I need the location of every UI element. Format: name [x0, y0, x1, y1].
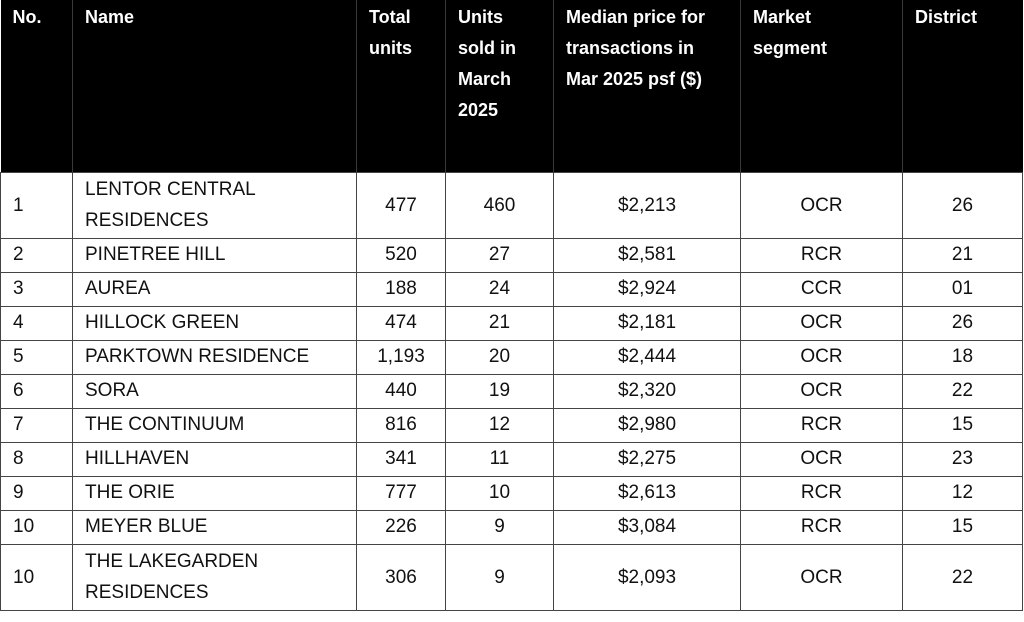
cell-segment: OCR [740, 171, 903, 239]
table-row: 4 HILLOCK GREEN 474 21 $2,181 OCR 26 [0, 305, 1023, 341]
header-name: Name [72, 0, 357, 172]
table-row: 10 THE LAKEGARDEN RESIDENCES 306 9 $2,09… [0, 543, 1023, 611]
cell-no: 4 [0, 305, 73, 341]
cell-district: 15 [902, 407, 1023, 443]
cell-segment: CCR [740, 271, 903, 307]
cell-segment: OCR [740, 339, 903, 375]
cell-median-price: $2,320 [553, 373, 741, 409]
cell-total-units: 341 [356, 441, 446, 477]
cell-district: 01 [902, 271, 1023, 307]
header-no: No. [0, 0, 73, 172]
cell-no: 8 [0, 441, 73, 477]
cell-median-price: $2,924 [553, 271, 741, 307]
table-row: 2 PINETREE HILL 520 27 $2,581 RCR 21 [0, 237, 1023, 273]
cell-district: 15 [902, 509, 1023, 545]
cell-units-sold: 460 [445, 171, 554, 239]
header-district: District [902, 0, 1023, 172]
cell-no: 10 [0, 509, 73, 545]
cell-name: THE LAKEGARDEN RESIDENCES [72, 543, 357, 611]
cell-units-sold: 9 [445, 543, 554, 611]
header-market-segment: Market segment [740, 0, 903, 172]
cell-name: HILLHAVEN [72, 441, 357, 477]
table-row: 6 SORA 440 19 $2,320 OCR 22 [0, 373, 1023, 409]
cell-total-units: 474 [356, 305, 446, 341]
cell-total-units: 226 [356, 509, 446, 545]
cell-total-units: 1,193 [356, 339, 446, 375]
cell-units-sold: 20 [445, 339, 554, 375]
cell-median-price: $3,084 [553, 509, 741, 545]
cell-district: 23 [902, 441, 1023, 477]
cell-no: 10 [0, 543, 73, 611]
cell-segment: OCR [740, 373, 903, 409]
cell-name: THE CONTINUUM [72, 407, 357, 443]
cell-median-price: $2,275 [553, 441, 741, 477]
cell-district: 26 [902, 305, 1023, 341]
cell-no: 2 [0, 237, 73, 273]
cell-median-price: $2,213 [553, 171, 741, 239]
table-row: 9 THE ORIE 777 10 $2,613 RCR 12 [0, 475, 1023, 511]
cell-name: PINETREE HILL [72, 237, 357, 273]
cell-no: 3 [0, 271, 73, 307]
cell-district: 12 [902, 475, 1023, 511]
cell-name: PARKTOWN RESIDENCE [72, 339, 357, 375]
cell-no: 1 [0, 171, 73, 239]
cell-total-units: 306 [356, 543, 446, 611]
cell-units-sold: 24 [445, 271, 554, 307]
table-row: 5 PARKTOWN RESIDENCE 1,193 20 $2,444 OCR… [0, 339, 1023, 375]
table-row: 8 HILLHAVEN 341 11 $2,275 OCR 23 [0, 441, 1023, 477]
cell-total-units: 477 [356, 171, 446, 239]
cell-units-sold: 9 [445, 509, 554, 545]
cell-district: 22 [902, 543, 1023, 611]
cell-segment: OCR [740, 543, 903, 611]
table-row: 7 THE CONTINUUM 816 12 $2,980 RCR 15 [0, 407, 1023, 443]
cell-median-price: $2,181 [553, 305, 741, 341]
cell-units-sold: 21 [445, 305, 554, 341]
cell-district: 21 [902, 237, 1023, 273]
cell-median-price: $2,093 [553, 543, 741, 611]
cell-name: AUREA [72, 271, 357, 307]
cell-segment: OCR [740, 441, 903, 477]
header-units-sold: Units sold in March 2025 [445, 0, 554, 172]
cell-no: 9 [0, 475, 73, 511]
cell-name: LENTOR CENTRAL RESIDENCES [72, 171, 357, 239]
table-header: No. Name Total units Units sold in March… [0, 0, 1023, 172]
cell-units-sold: 27 [445, 237, 554, 273]
cell-district: 26 [902, 171, 1023, 239]
cell-total-units: 188 [356, 271, 446, 307]
cell-units-sold: 19 [445, 373, 554, 409]
cell-units-sold: 11 [445, 441, 554, 477]
cell-name: SORA [72, 373, 357, 409]
cell-segment: RCR [740, 237, 903, 273]
cell-no: 6 [0, 373, 73, 409]
cell-median-price: $2,980 [553, 407, 741, 443]
cell-name: THE ORIE [72, 475, 357, 511]
cell-total-units: 440 [356, 373, 446, 409]
cell-units-sold: 12 [445, 407, 554, 443]
cell-segment: RCR [740, 407, 903, 443]
table-row: 10 MEYER BLUE 226 9 $3,084 RCR 15 [0, 509, 1023, 545]
cell-median-price: $2,444 [553, 339, 741, 375]
table-body: 1 LENTOR CENTRAL RESIDENCES 477 460 $2,2… [0, 171, 1023, 611]
cell-no: 5 [0, 339, 73, 375]
cell-district: 22 [902, 373, 1023, 409]
cell-name: MEYER BLUE [72, 509, 357, 545]
header-total-units: Total units [356, 0, 446, 172]
cell-median-price: $2,581 [553, 237, 741, 273]
cell-name: HILLOCK GREEN [72, 305, 357, 341]
table-row: 1 LENTOR CENTRAL RESIDENCES 477 460 $2,2… [0, 171, 1023, 239]
cell-segment: RCR [740, 509, 903, 545]
cell-district: 18 [902, 339, 1023, 375]
cell-total-units: 520 [356, 237, 446, 273]
table-row: 3 AUREA 188 24 $2,924 CCR 01 [0, 271, 1023, 307]
cell-no: 7 [0, 407, 73, 443]
cell-units-sold: 10 [445, 475, 554, 511]
cell-total-units: 816 [356, 407, 446, 443]
cell-total-units: 777 [356, 475, 446, 511]
header-median-price: Median price for transactions in Mar 202… [553, 0, 741, 172]
cell-median-price: $2,613 [553, 475, 741, 511]
cell-segment: OCR [740, 305, 903, 341]
cell-segment: RCR [740, 475, 903, 511]
